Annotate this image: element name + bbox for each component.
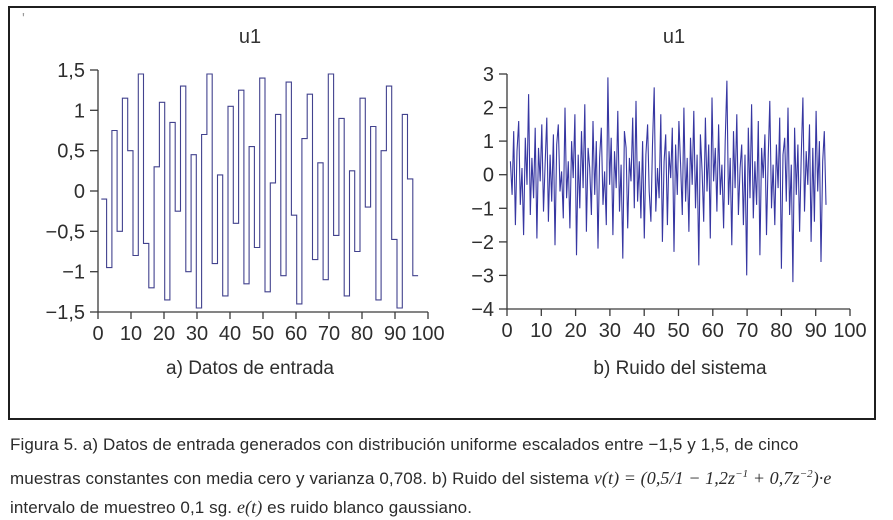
caption-line-3-post: es ruido blanco gaussiano. [262,498,473,517]
svg-text:70: 70 [736,320,758,342]
svg-text:−0,5: −0,5 [46,221,85,243]
figure-caption: Figura 5. a) Datos de entrada generados … [10,431,886,520]
svg-text:0: 0 [74,181,85,203]
svg-text:80: 80 [770,320,792,342]
svg-text:20: 20 [153,323,175,345]
svg-text:0: 0 [501,320,512,342]
svg-text:90: 90 [805,320,827,342]
svg-text:90: 90 [384,323,406,345]
stray-mark: ' [22,10,25,27]
svg-text:−1,5: −1,5 [46,302,85,324]
svg-text:−3: −3 [471,265,494,287]
formula-mid: + 0,7z [748,467,800,488]
svg-text:1: 1 [74,100,85,122]
caption-line-2: muestras constantes con media cero y var… [10,460,886,494]
chart-a-title: u1 [238,26,262,48]
formula-post: )·e [812,467,832,488]
svg-text:100: 100 [411,323,444,345]
svg-text:50: 50 [252,323,274,345]
chart-a-plot: 0 10 20 30 40 50 60 70 80 90 100 1,5 1 0,5 0 −0,5 −1 −1,5 [46,60,445,345]
formula-pre: v(t) = (0,5/1 − 1,2z [593,467,736,488]
svg-text:80: 80 [351,323,373,345]
svg-text:1,5: 1,5 [57,60,85,82]
svg-text:−1: −1 [471,198,494,220]
svg-text:3: 3 [483,64,494,86]
caption-line-3-pre: intervalo de muestreo 0,1 sg. [10,498,237,517]
svg-text:10: 10 [120,323,142,345]
formula-exp-2: −2 [799,467,813,480]
svg-text:−1: −1 [62,262,85,284]
et-term: e(t) [236,497,263,517]
svg-text:−4: −4 [471,299,494,321]
svg-text:10: 10 [530,320,552,342]
svg-text:20: 20 [564,320,586,342]
svg-text:0: 0 [92,323,103,345]
svg-text:100: 100 [833,320,866,342]
figure-panel: ' u1 u1 0 10 20 30 40 50 60 70 80 90 100 1,5 1 0,5 0 −0… [8,6,876,420]
formula-exp-1: −1 [735,467,749,480]
svg-text:1: 1 [483,131,494,153]
svg-text:40: 40 [219,323,241,345]
svg-text:0,5: 0,5 [57,141,85,163]
svg-text:60: 60 [285,323,307,345]
svg-text:30: 30 [599,320,621,342]
svg-text:−2: −2 [471,232,494,254]
noise-formula: v(t) = (0,5/1 − 1,2z−1 + 0,7z−2)·e [594,468,832,488]
svg-text:0: 0 [483,165,494,187]
svg-text:40: 40 [633,320,655,342]
svg-text:2: 2 [483,98,494,120]
chart-a-caption: a) Datos de entrada [166,358,334,379]
caption-line-3: intervalo de muestreo 0,1 sg. e(t) es ru… [10,493,886,520]
caption-line-1: Figura 5. a) Datos de entrada generados … [10,435,799,454]
caption-line-2-text: muestras constantes con media cero y var… [10,468,594,488]
chart-b-title: u1 [662,26,686,48]
svg-text:60: 60 [702,320,724,342]
svg-text:70: 70 [318,323,340,345]
svg-text:50: 50 [667,320,689,342]
chart-b-caption: b) Ruido del sistema [593,358,767,379]
svg-text:30: 30 [186,323,208,345]
